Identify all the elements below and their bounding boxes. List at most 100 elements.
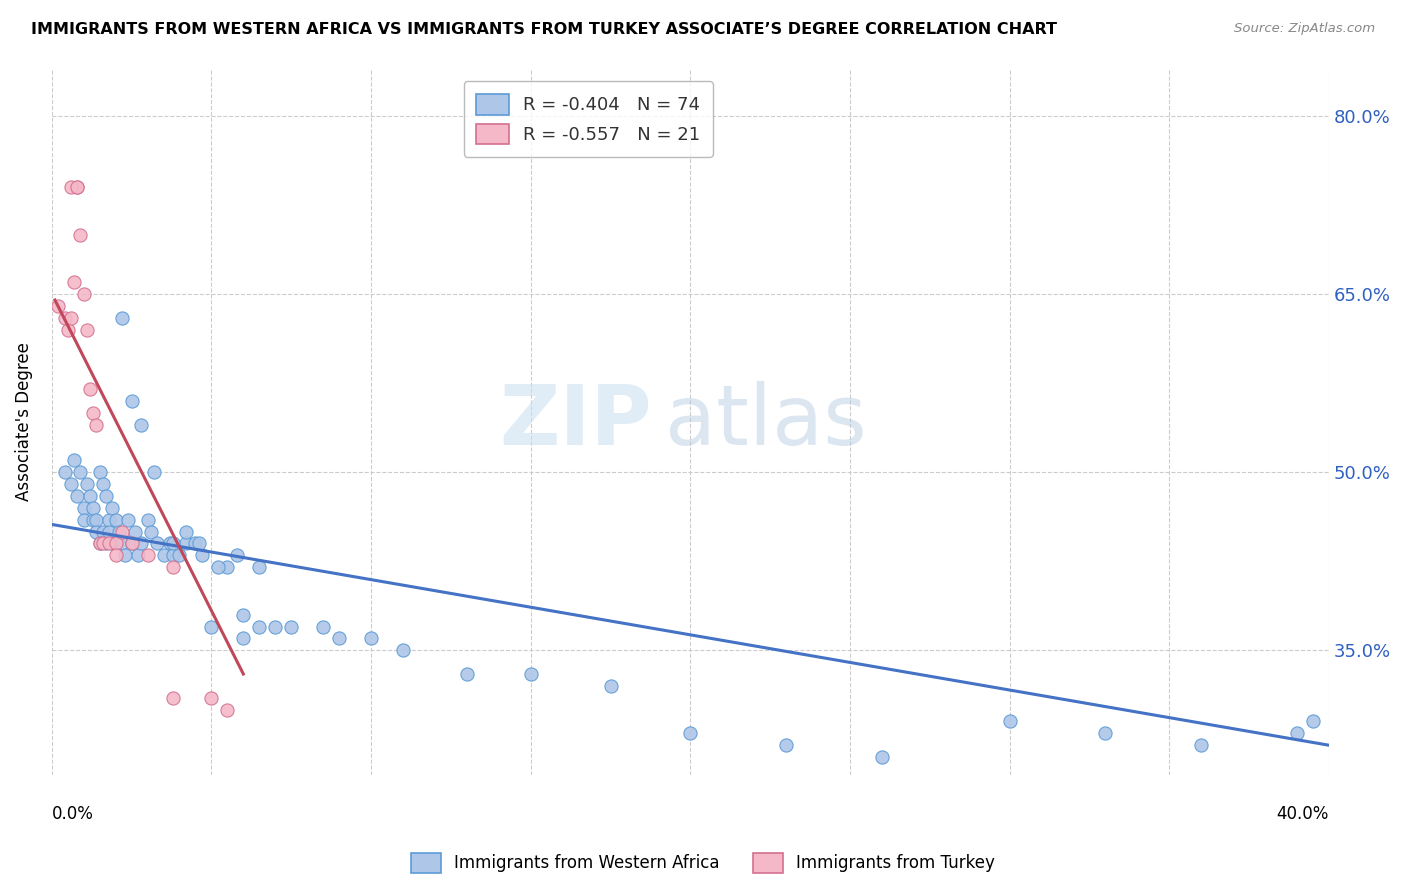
Point (207, 560, 229, 574)
Point (101, 536, 124, 550)
Point (69, 465, 91, 479)
Point (91, 524, 114, 539)
Point (280, 619, 302, 633)
Point (247, 560, 270, 574)
Point (111, 524, 134, 539)
Point (89, 536, 111, 550)
Point (63, 275, 86, 289)
Point (82, 513, 104, 527)
Point (66, 180, 89, 194)
Point (98, 524, 121, 539)
Point (136, 549, 159, 563)
Point (79, 489, 101, 503)
Point (174, 524, 197, 539)
Point (174, 536, 197, 550)
Point (360, 632, 382, 646)
Point (89, 465, 111, 479)
Point (107, 524, 129, 539)
Point (66, 489, 89, 503)
Point (136, 513, 159, 527)
Point (73, 287, 96, 301)
Point (121, 536, 143, 550)
Point (101, 500, 124, 515)
Point (169, 549, 191, 563)
Point (129, 417, 152, 432)
Point (73, 513, 96, 527)
Point (870, 750, 893, 764)
Text: ZIP: ZIP (499, 381, 652, 462)
Point (264, 619, 287, 633)
Point (56, 323, 79, 337)
Point (59, 310, 82, 325)
Point (53, 310, 76, 325)
Point (775, 738, 797, 752)
Point (142, 465, 165, 479)
Legend: R = -0.404   N = 74, R = -0.557   N = 21: R = -0.404 N = 74, R = -0.557 N = 21 (464, 81, 713, 157)
Point (73, 500, 96, 515)
Y-axis label: Associate's Degree: Associate's Degree (15, 343, 32, 501)
Point (232, 632, 254, 646)
Point (519, 667, 541, 681)
Point (129, 536, 152, 550)
Point (76, 323, 98, 337)
Point (139, 524, 162, 539)
Text: 0.0%: 0.0% (52, 805, 94, 823)
Text: atlas: atlas (665, 381, 866, 462)
Point (46, 299, 69, 313)
Point (98, 513, 121, 527)
Point (162, 560, 184, 574)
Point (1286, 726, 1309, 740)
Point (998, 714, 1021, 729)
Point (59, 477, 82, 491)
Point (98, 536, 121, 550)
Point (162, 690, 184, 705)
Point (121, 536, 143, 550)
Legend: Immigrants from Western Africa, Immigrants from Turkey: Immigrants from Western Africa, Immigran… (404, 847, 1002, 880)
Point (162, 536, 184, 550)
Point (91, 536, 114, 550)
Text: IMMIGRANTS FROM WESTERN AFRICA VS IMMIGRANTS FROM TURKEY ASSOCIATE’S DEGREE CORR: IMMIGRANTS FROM WESTERN AFRICA VS IMMIGR… (31, 22, 1057, 37)
Point (86, 513, 108, 527)
Point (124, 524, 146, 539)
Point (392, 643, 415, 657)
Point (79, 382, 101, 396)
Point (146, 536, 169, 550)
Text: Source: ZipAtlas.com: Source: ZipAtlas.com (1234, 22, 1375, 36)
Point (104, 513, 127, 527)
Point (152, 549, 174, 563)
Text: 40.0%: 40.0% (1277, 805, 1329, 823)
Point (200, 619, 222, 633)
Point (1094, 726, 1116, 740)
Point (82, 500, 104, 515)
Point (127, 549, 149, 563)
Point (226, 549, 249, 563)
Point (104, 549, 127, 563)
Point (69, 227, 91, 242)
Point (76, 477, 98, 491)
Point (1189, 738, 1212, 752)
Point (328, 632, 350, 646)
Point (63, 453, 86, 467)
Point (94, 536, 117, 550)
Point (121, 393, 143, 408)
Point (91, 477, 114, 491)
Point (187, 536, 209, 550)
Point (191, 549, 214, 563)
Point (89, 536, 111, 550)
Point (94, 489, 117, 503)
Point (247, 619, 270, 633)
Point (162, 549, 184, 563)
Point (456, 667, 478, 681)
Point (312, 619, 335, 633)
Point (86, 524, 108, 539)
Point (1302, 714, 1324, 729)
Point (232, 607, 254, 622)
Point (117, 513, 139, 527)
Point (59, 180, 82, 194)
Point (86, 417, 108, 432)
Point (217, 703, 239, 717)
Point (679, 726, 702, 740)
Point (111, 536, 134, 550)
Point (114, 549, 136, 563)
Point (82, 406, 104, 420)
